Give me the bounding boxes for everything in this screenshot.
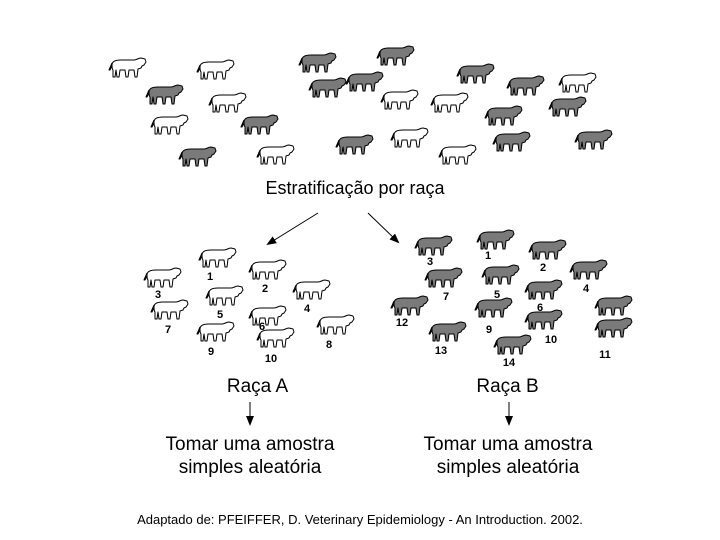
breed-a-action-line1: Tomar uma amostra (165, 434, 335, 455)
cow-icon (574, 129, 613, 150)
animal-number: 10 (265, 353, 277, 365)
stratification-label: Estratificação por raça (265, 178, 445, 198)
animal-number: 5 (217, 309, 223, 321)
animal-number: 13 (435, 345, 447, 357)
cow-icon (178, 146, 217, 167)
cow-icon (438, 144, 477, 165)
breed-a-label: Raça A (226, 376, 289, 397)
cow-icon (493, 334, 532, 355)
mixed-herd (108, 45, 613, 167)
animal-number: 7 (165, 324, 171, 336)
cow-icon (208, 92, 247, 113)
breed-a-action: Tomar uma amostra simples aleatória (140, 433, 360, 479)
animal-number: 3 (427, 256, 433, 268)
cow-icon (558, 72, 597, 93)
cow-icon (390, 127, 429, 148)
cow-icon (456, 63, 495, 84)
cow-icon (292, 279, 331, 300)
animal-number: 6 (259, 321, 265, 333)
cow-icon (145, 84, 184, 105)
breed-b-label: Raça B (476, 376, 539, 397)
animal-number: 12 (396, 317, 408, 329)
animal-number: 3 (155, 289, 161, 301)
cow-icon (256, 327, 295, 348)
cow-icon (298, 52, 337, 73)
cow-icon (428, 321, 467, 342)
cow-icon (390, 295, 429, 316)
cow-icon (414, 235, 453, 256)
animal-number: 9 (486, 324, 492, 336)
cow-icon (150, 299, 189, 320)
animal-number: 4 (583, 283, 590, 295)
animal-number: 8 (326, 339, 332, 351)
animal-number: 9 (208, 346, 214, 358)
animal-number: 2 (540, 262, 546, 274)
cow-icon (594, 295, 633, 316)
cow-icon (150, 114, 189, 135)
cow-icon (476, 229, 515, 250)
cow-icon (335, 134, 374, 155)
arrow-to-breed-a (266, 212, 319, 246)
cow-icon (196, 59, 235, 80)
cow-icon (481, 264, 520, 285)
cow-icon (492, 131, 531, 152)
animal-number: 4 (304, 303, 311, 315)
breed-b-herd: 1234567891011121314 (390, 229, 633, 369)
animal-number: 5 (494, 289, 500, 301)
cow-icon (474, 297, 513, 318)
animal-number: 1 (485, 250, 491, 262)
cow-icon (345, 71, 384, 92)
cow-icon (524, 279, 563, 300)
breed-a-action-line2: simples aleatória (178, 457, 322, 478)
animal-number: 1 (207, 271, 213, 283)
cow-icon (196, 321, 235, 342)
breed-b-action-line1: Tomar uma amostra (423, 434, 593, 455)
cow-icon (240, 114, 279, 135)
breed-b-action: Tomar uma amostra simples aleatória (398, 433, 618, 479)
cow-icon (308, 77, 347, 98)
cow-icon (424, 267, 463, 288)
cow-icon (376, 45, 415, 66)
cow-icon (380, 89, 419, 110)
cow-icon (198, 247, 237, 268)
cow-icon (484, 105, 523, 126)
cow-icon (316, 314, 355, 335)
cow-icon (524, 309, 563, 330)
cow-icon (430, 92, 469, 113)
cow-icon (108, 57, 147, 78)
breed-b-action-line2: simples aleatória (436, 457, 580, 478)
cow-icon (594, 317, 633, 338)
animal-number: 2 (262, 283, 268, 295)
animal-number: 7 (443, 291, 449, 303)
cow-icon (569, 259, 608, 280)
cow-icon (205, 285, 244, 306)
animal-number: 6 (537, 302, 543, 314)
cow-icon (548, 96, 587, 117)
source-credit: Adaptado de: PFEIFFER, D. Veterinary Epi… (137, 512, 583, 527)
cow-icon (256, 144, 295, 165)
cow-icon (506, 75, 545, 96)
cow-icon (248, 259, 287, 280)
animal-number: 11 (599, 349, 611, 361)
animal-number: 14 (503, 357, 516, 369)
arrow-to-breed-b (367, 212, 400, 244)
animal-number: 10 (545, 334, 557, 346)
breed-a-herd: 1 2 3 4 5 6 7 8 9 10 (143, 247, 355, 365)
cow-icon (528, 239, 567, 260)
cow-icon (248, 305, 287, 326)
cow-icon (143, 267, 182, 288)
